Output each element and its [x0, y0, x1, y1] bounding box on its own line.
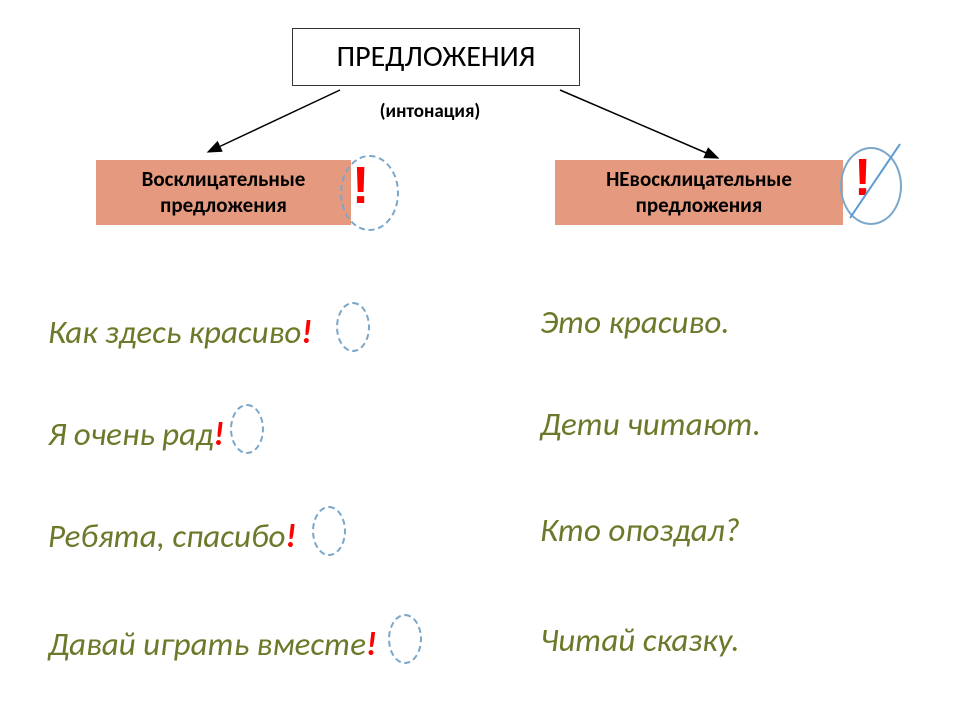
root-label: ПРЕДЛОЖЕНИЯ [337, 38, 536, 75]
right-sentence: Это красиво. [540, 302, 730, 342]
left-branch-box: Восклицательные предложения [96, 160, 351, 225]
sentence-exclamation: ! [366, 624, 377, 664]
sentence-text: Как здесь красиво [48, 312, 301, 352]
root-box: ПРЕДЛОЖЕНИЯ [292, 28, 580, 86]
sentence-exclamation-ellipse [336, 302, 370, 352]
right-exclamation-mark: ! [854, 148, 871, 208]
left-exclamation-ellipse [340, 155, 399, 231]
sentence-text: Давай играть вместе [48, 624, 366, 664]
sentence-exclamation: ! [285, 516, 296, 556]
sentence-exclamation-ellipse [388, 614, 422, 664]
right-sentence: Читай сказку. [540, 620, 740, 660]
left-box-line1: Восклицательные [142, 166, 306, 192]
subtitle: (интонация) [330, 100, 530, 123]
left-sentence: Я очень рад! [48, 414, 224, 454]
sentence-text: Я очень рад [48, 414, 213, 454]
sentence-exclamation: ! [301, 312, 312, 352]
arrow-right [560, 90, 718, 158]
sentence-exclamation: ! [213, 414, 224, 454]
arrow-left [208, 90, 340, 152]
right-branch-box: НЕвосклицательные предложения [555, 160, 843, 225]
left-sentence: Как здесь красиво! [48, 312, 312, 352]
sentence-exclamation-ellipse [312, 506, 346, 556]
left-exclamation-mark: ! [352, 156, 369, 216]
left-box-line2: предложения [160, 192, 287, 218]
left-sentence: Ребята, спасибо! [48, 516, 296, 556]
sentence-text: Ребята, спасибо [48, 516, 285, 556]
subtitle-text: (интонация) [380, 100, 481, 123]
right-sentence: Дети читают. [540, 404, 761, 444]
right-box-line1: НЕвосклицательные [606, 166, 792, 192]
left-sentence: Давай играть вместе! [48, 624, 377, 664]
right-sentence: Кто опоздал? [540, 510, 740, 550]
sentence-exclamation-ellipse [230, 404, 264, 454]
right-box-line2: предложения [636, 192, 763, 218]
